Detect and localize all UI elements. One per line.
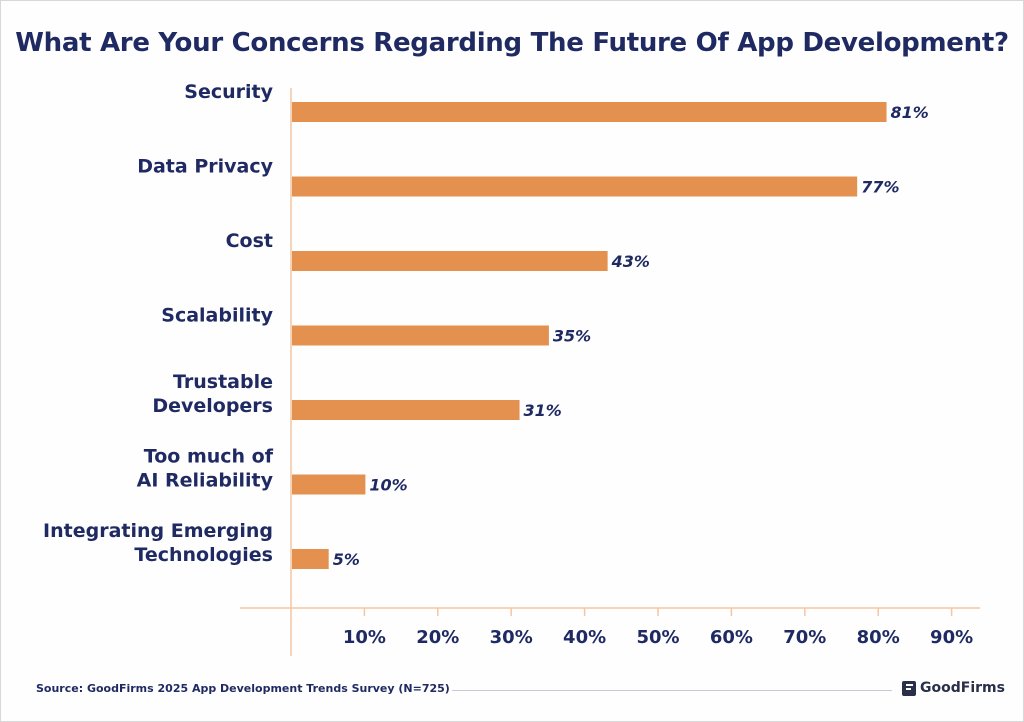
bar (292, 549, 329, 569)
x-tick-label: 90% (930, 627, 973, 648)
bar (292, 325, 549, 346)
category-label: Integrating Emerging Technologies (43, 520, 273, 566)
category-label: Cost (226, 230, 273, 252)
bar (292, 251, 608, 271)
category-label-line: Scalability (161, 305, 273, 327)
category-label-line: AI Reliability (137, 470, 274, 492)
x-tick-label: 80% (857, 627, 900, 648)
bar (292, 102, 887, 122)
category-label-line: Technologies (134, 544, 273, 566)
category-label: Data Privacy (137, 156, 273, 178)
chart-title: What Are Your Concerns Regarding The Fut… (15, 28, 1009, 58)
source-note: Source: GoodFirms 2025 App Development T… (36, 682, 450, 695)
chart-axes: 10% 20% 30% 40% 50% 60% 70% 80% 90% (240, 88, 980, 656)
bar-value-label: 77% (861, 178, 899, 197)
bar (292, 176, 858, 197)
x-tick-label: 10% (343, 627, 386, 648)
category-label-line: Developers (152, 395, 273, 417)
chart-labels: 81% Security 77% Data Privacy 43% Cost 35% Scal… (43, 81, 929, 569)
bar (292, 400, 520, 420)
category-label-line: Cost (226, 230, 273, 252)
x-tick-label: 60% (710, 627, 753, 648)
brand-logo: GoodFirms (902, 680, 1005, 696)
bar-value-label: 35% (553, 327, 591, 346)
bar-value-label: 31% (524, 401, 562, 420)
bar (292, 474, 366, 495)
category-label-line: Too much of (144, 446, 274, 468)
x-tick-label: 30% (490, 627, 533, 648)
category-label-line: Trustable (173, 371, 273, 393)
brand-name: GoodFirms (920, 680, 1005, 696)
goodfirms-logo-icon (902, 680, 916, 696)
category-label: Scalability (161, 305, 273, 327)
category-label-line: Data Privacy (137, 156, 273, 178)
bar-value-label: 81% (891, 103, 929, 122)
x-tick-label: 50% (636, 627, 679, 648)
category-label: Too much of AI Reliability (137, 446, 274, 492)
bar-value-label: 5% (333, 550, 360, 569)
x-tick-label: 70% (783, 627, 826, 648)
footer-divider (452, 690, 892, 691)
bar-value-label: 10% (369, 476, 407, 495)
bar-value-label: 43% (611, 252, 650, 271)
category-label-line: Security (184, 81, 273, 103)
x-tick-label: 40% (563, 627, 606, 648)
category-label: Security (184, 81, 273, 103)
chart-bars (292, 102, 887, 569)
x-tick-label: 20% (416, 627, 459, 648)
category-label: Trustable Developers (152, 371, 273, 417)
category-label-line: Integrating Emerging (43, 520, 273, 542)
